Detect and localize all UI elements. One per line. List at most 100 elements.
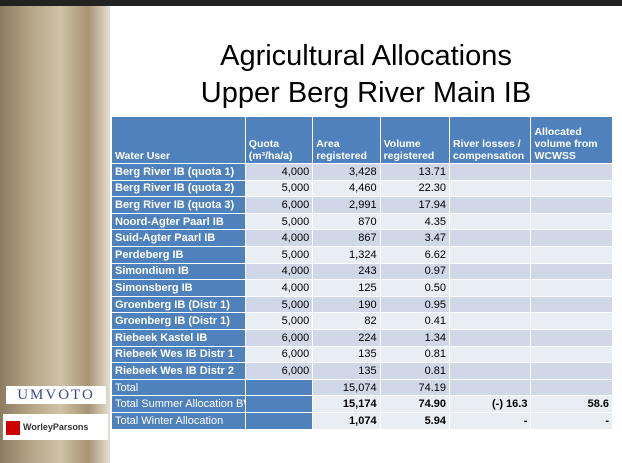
cell: Groenberg IB (Distr 1) — [112, 296, 245, 313]
empty-cell — [245, 412, 313, 429]
cell: 0.97 — [380, 263, 449, 280]
cell: 1.34 — [380, 329, 449, 346]
cell: 15,074 — [313, 379, 380, 396]
cell: 5,000 — [245, 213, 313, 230]
empty-cell — [531, 379, 612, 396]
cell: 3.47 — [380, 230, 449, 246]
empty-cell — [449, 280, 531, 296]
cell: 135 — [313, 346, 380, 363]
data-row: Berg River IB (quota 3) 6,000 2,991 17.94 — [112, 197, 612, 213]
cell: 1,324 — [313, 246, 380, 263]
total-row: Total Winter Allocation 1,074 5.94- - — [112, 412, 612, 429]
empty-cell — [245, 396, 313, 412]
cell: Simondium IB — [112, 263, 245, 280]
cell: 0.50 — [380, 280, 449, 296]
cell: Riebeek Wes IB Distr 1 — [112, 346, 245, 363]
cell: Total Summer Allocation BWP — [112, 396, 245, 412]
cell: 243 — [313, 263, 380, 280]
empty-cell — [449, 263, 531, 280]
empty-cell — [531, 213, 612, 230]
cell: 4.35 — [380, 213, 449, 230]
header-cell: Water User — [112, 117, 245, 163]
empty-cell — [449, 329, 531, 346]
empty-cell — [531, 363, 612, 379]
cell: 6,000 — [245, 329, 313, 346]
cell: 22.30 — [380, 180, 449, 197]
cell: 0.81 — [380, 346, 449, 363]
empty-cell — [449, 313, 531, 329]
header-row: Water User Quota (m³/ha/a) Area registered… — [112, 117, 612, 163]
data-row: Berg River IB (quota 1) 4,000 3,428 13.71 — [112, 164, 612, 180]
slide-title: Agricultural Allocations Upper Berg Rive… — [110, 38, 622, 112]
cell: Riebeek Wes IB Distr 2 — [112, 363, 245, 379]
cell: 4,000 — [245, 263, 313, 280]
empty-cell — [449, 213, 531, 230]
cell: 82 — [313, 313, 380, 329]
cell: 74.19 — [380, 379, 449, 396]
cell: (-) 16.3 — [449, 396, 531, 412]
cell: 15,174 — [313, 396, 380, 412]
header-cell: Volume registered — [380, 117, 449, 163]
cell: 5,000 — [245, 296, 313, 313]
cell: 6.62 — [380, 246, 449, 263]
cell: 5,000 — [245, 313, 313, 329]
cell: 135 — [313, 363, 380, 379]
data-row: Riebeek Kastel IB 6,000 224 1.34 — [112, 329, 612, 346]
empty-cell — [449, 197, 531, 213]
title-line: Upper Berg River Main IB — [200, 77, 532, 109]
title-line: Agricultural Allocations — [220, 40, 512, 72]
data-row: Riebeek Wes IB Distr 1 6,000 135 0.81 — [112, 346, 612, 363]
cell: 2,991 — [313, 197, 380, 213]
total-row: Total Summer Allocation BWP 15,17474.90(-… — [112, 396, 612, 412]
cell: 0.81 — [380, 363, 449, 379]
cell: Berg River IB (quota 2) — [112, 180, 245, 197]
data-row: Groenberg IB (Distr 1) 5,000 82 0.41 — [112, 313, 612, 329]
cell: Groenberg IB (Distr 1) — [112, 313, 245, 329]
empty-cell — [531, 180, 612, 197]
empty-cell — [531, 329, 612, 346]
header-cell: Allocated volume from WCWSS — [531, 117, 612, 163]
cell: 13.71 — [380, 164, 449, 180]
cell: 17.94 — [380, 197, 449, 213]
total-row: Total 15,074 74.19 — [112, 379, 612, 396]
data-row: Riebeek Wes IB Distr 2 6,000 135 0.81 — [112, 363, 612, 379]
cell: 5,000 — [245, 246, 313, 263]
umvoto-logo: UMVOTO — [6, 386, 106, 404]
cell: Berg River IB (quota 3) — [112, 197, 245, 213]
cell: 74.90 — [380, 396, 449, 412]
cell: Total Winter Allocation — [112, 412, 245, 429]
empty-cell — [531, 296, 612, 313]
cell: Berg River IB (quota 1) — [112, 164, 245, 180]
empty-cell — [449, 346, 531, 363]
cell: 125 — [313, 280, 380, 296]
cell: 867 — [313, 230, 380, 246]
cell: Noord-Agter Paarl IB — [112, 213, 245, 230]
cell: 6,000 — [245, 346, 313, 363]
header-cell: Area registered — [313, 117, 380, 163]
cell: 58.6 — [531, 396, 612, 412]
cell: 0.95 — [380, 296, 449, 313]
empty-cell — [449, 164, 531, 180]
empty-cell — [245, 379, 313, 396]
empty-cell — [449, 296, 531, 313]
cell: 1,074 — [313, 412, 380, 429]
empty-cell — [449, 180, 531, 197]
empty-cell — [449, 363, 531, 379]
data-row: Perdeberg IB 5,000 1,324 6.62 — [112, 246, 612, 263]
empty-cell — [449, 246, 531, 263]
logo-text: WorleyParsons — [23, 422, 89, 432]
empty-cell — [531, 280, 612, 296]
worleyparsons-logo: WorleyParsons — [3, 414, 108, 440]
top-border — [0, 0, 622, 6]
cell: - — [531, 412, 612, 429]
cell: 190 — [313, 296, 380, 313]
empty-cell — [531, 313, 612, 329]
cell: Suid-Agter Paarl IB — [112, 230, 245, 246]
empty-cell — [531, 230, 612, 246]
cell: 4,000 — [245, 164, 313, 180]
cell: 5,000 — [245, 180, 313, 197]
empty-cell — [531, 246, 612, 263]
cell: 3,428 — [313, 164, 380, 180]
empty-cell — [531, 197, 612, 213]
